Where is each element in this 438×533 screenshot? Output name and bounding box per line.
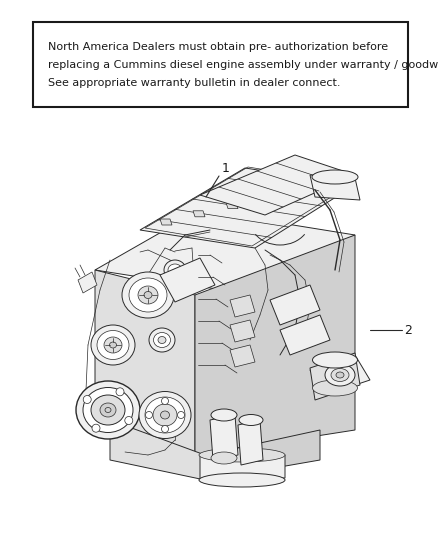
- Ellipse shape: [211, 452, 237, 464]
- Text: See appropriate warranty bulletin in dealer connect.: See appropriate warranty bulletin in dea…: [48, 78, 340, 88]
- Ellipse shape: [104, 337, 122, 353]
- Ellipse shape: [239, 415, 263, 425]
- Ellipse shape: [312, 352, 357, 368]
- Polygon shape: [230, 320, 255, 342]
- Ellipse shape: [331, 368, 349, 382]
- Ellipse shape: [110, 342, 117, 348]
- Polygon shape: [226, 203, 238, 208]
- Polygon shape: [210, 415, 238, 460]
- Polygon shape: [95, 210, 355, 295]
- Circle shape: [116, 388, 124, 396]
- Polygon shape: [95, 270, 195, 455]
- Ellipse shape: [91, 395, 125, 425]
- Ellipse shape: [160, 411, 170, 419]
- Polygon shape: [280, 315, 330, 355]
- Polygon shape: [193, 211, 205, 217]
- Polygon shape: [140, 168, 355, 248]
- Circle shape: [177, 411, 184, 418]
- Circle shape: [125, 416, 133, 424]
- Polygon shape: [259, 195, 271, 200]
- Polygon shape: [238, 420, 263, 465]
- Ellipse shape: [97, 330, 129, 359]
- Polygon shape: [205, 430, 320, 480]
- Ellipse shape: [76, 381, 140, 439]
- Polygon shape: [270, 285, 320, 325]
- Circle shape: [162, 398, 169, 405]
- Ellipse shape: [149, 328, 175, 352]
- Polygon shape: [310, 175, 360, 200]
- Ellipse shape: [83, 387, 133, 432]
- Ellipse shape: [139, 392, 191, 439]
- Polygon shape: [195, 235, 355, 455]
- Ellipse shape: [91, 325, 135, 365]
- Ellipse shape: [199, 473, 285, 487]
- Ellipse shape: [129, 278, 167, 312]
- Polygon shape: [230, 345, 255, 367]
- Polygon shape: [200, 155, 355, 215]
- Text: 2: 2: [404, 324, 412, 336]
- Text: replacing a Cummins diesel engine assembly under warranty / goodwill.: replacing a Cummins diesel engine assemb…: [48, 60, 438, 70]
- Ellipse shape: [100, 403, 116, 417]
- Ellipse shape: [153, 333, 170, 348]
- Ellipse shape: [153, 404, 177, 426]
- Ellipse shape: [312, 380, 357, 396]
- Circle shape: [162, 425, 169, 432]
- Ellipse shape: [105, 408, 111, 413]
- Ellipse shape: [138, 286, 158, 304]
- Circle shape: [83, 395, 91, 403]
- Ellipse shape: [312, 170, 358, 184]
- Polygon shape: [325, 178, 337, 184]
- Polygon shape: [230, 295, 255, 317]
- Ellipse shape: [336, 372, 344, 378]
- Text: North America Dealers must obtain pre- authorization before: North America Dealers must obtain pre- a…: [48, 42, 388, 52]
- Ellipse shape: [145, 397, 185, 433]
- Polygon shape: [200, 455, 285, 480]
- Ellipse shape: [164, 260, 186, 280]
- Polygon shape: [160, 258, 215, 302]
- Ellipse shape: [211, 409, 237, 421]
- Circle shape: [145, 411, 152, 418]
- Polygon shape: [110, 420, 205, 480]
- Ellipse shape: [122, 272, 174, 318]
- Ellipse shape: [325, 364, 355, 386]
- Ellipse shape: [168, 264, 182, 276]
- Ellipse shape: [158, 336, 166, 343]
- Ellipse shape: [144, 292, 152, 298]
- Polygon shape: [160, 219, 172, 225]
- Polygon shape: [78, 272, 97, 293]
- Ellipse shape: [199, 448, 285, 462]
- Text: 1: 1: [222, 161, 230, 174]
- Circle shape: [92, 424, 100, 432]
- Polygon shape: [310, 353, 360, 400]
- Polygon shape: [292, 186, 304, 192]
- FancyBboxPatch shape: [33, 22, 408, 107]
- Polygon shape: [310, 355, 370, 395]
